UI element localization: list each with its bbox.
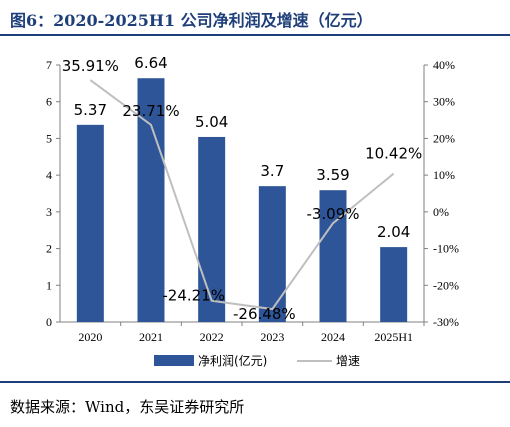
y-left-tick-label: 1 [46, 278, 52, 292]
y-right-tick-label: 10% [433, 168, 455, 182]
x-tick-label: 2024 [321, 330, 345, 344]
y-right-tick-label: 30% [433, 95, 455, 109]
y-left-tick-label: 6 [46, 95, 52, 109]
bar-data-label: 3.7 [260, 162, 284, 180]
bar-net-profit [198, 136, 226, 322]
y-right-tick-label: 40% [433, 58, 455, 72]
bar-net-profit [258, 186, 286, 322]
bar-data-label: 5.37 [74, 101, 107, 119]
line-data-label: 35.91% [62, 57, 119, 75]
bar-data-label: 6.64 [134, 54, 167, 72]
title-rule [0, 34, 510, 36]
x-tick-label: 2023 [260, 330, 284, 344]
figure-title: 图6：2020-2025H1 公司净利润及增速（亿元） [10, 11, 373, 30]
line-data-label: -26.48% [233, 305, 296, 323]
y-right-tick-label: 0% [433, 205, 449, 219]
y-left-tick-label: 7 [46, 58, 52, 72]
bar-data-label: 3.59 [316, 166, 349, 184]
chart: 0 1 2 3 4 5 6 7 -30% -20% -10% 0% 10% 20% 30% 40% 2020 20… [46, 54, 459, 368]
y-left-tick-label: 3 [46, 205, 52, 219]
y-right-tick-label: -10% [433, 242, 459, 256]
bottom-rule [0, 381, 510, 383]
line-data-label: -24.21% [162, 287, 225, 305]
line-data-label: -3.09% [306, 205, 359, 223]
growth-line [89, 79, 395, 311]
line-data-label: 23.71% [122, 102, 179, 120]
y-right-tick-label: -20% [433, 278, 459, 292]
source-note: 数据来源：Wind，东吴证券研究所 [10, 398, 245, 416]
y-left-tick-label: 5 [46, 131, 52, 145]
y-left-tick-label: 0 [46, 315, 52, 329]
bar-net-profit [319, 190, 347, 322]
legend-label-net-profit: 净利润(亿元) [198, 353, 267, 368]
legend-label-growth: 增速 [336, 354, 360, 368]
line-data-label: 10.42% [365, 145, 422, 163]
legend-swatch-net-profit [154, 355, 194, 366]
y-left-tick-label: 4 [46, 168, 52, 182]
y-left-tick-label: 2 [46, 242, 52, 256]
x-tick-label: 2025H1 [374, 330, 413, 344]
x-tick-label: 2020 [78, 330, 102, 344]
x-tick-label: 2021 [139, 330, 163, 344]
bar-net-profit [76, 124, 104, 322]
bar-data-label: 5.04 [195, 113, 228, 131]
bar-data-label: 2.04 [377, 223, 410, 241]
x-tick-label: 2022 [200, 330, 224, 344]
y-right-tick-label: 20% [433, 131, 455, 145]
y-right-tick-label: -30% [433, 315, 459, 329]
bar-net-profit [380, 247, 408, 322]
